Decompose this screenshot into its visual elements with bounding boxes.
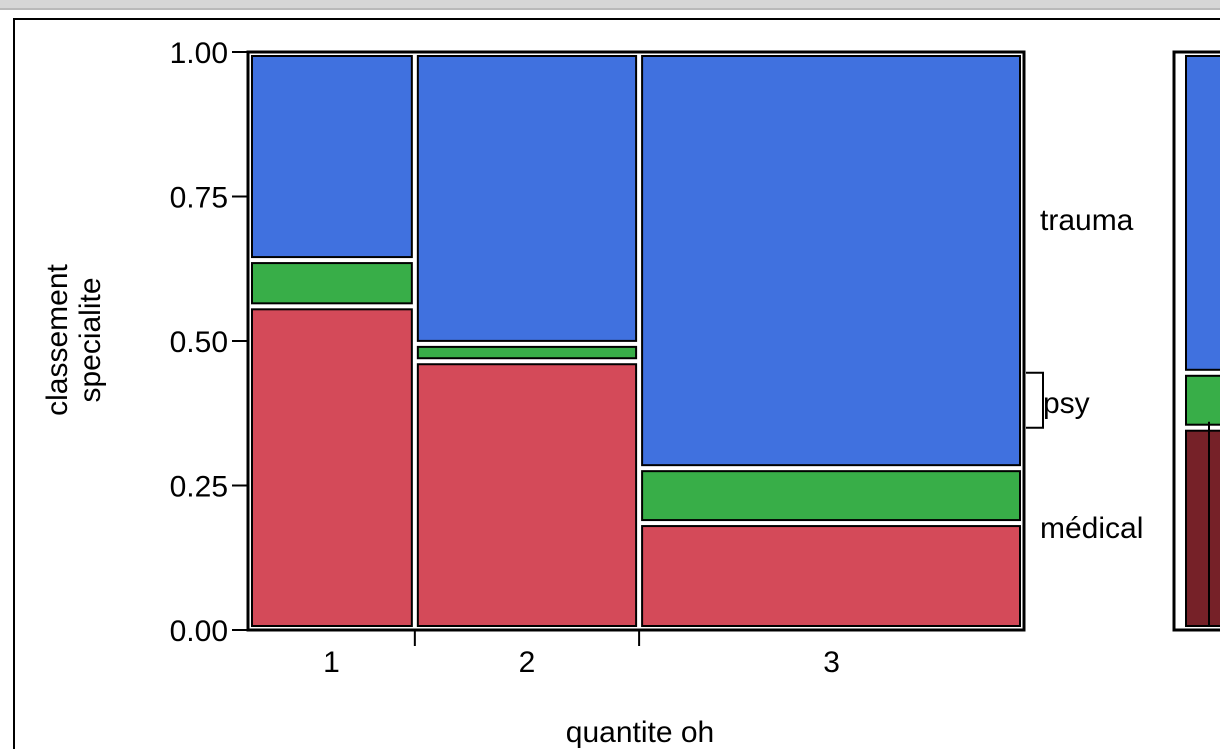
y-axis-label-line-1: classement — [41, 263, 74, 415]
mosaic-cells — [246, 50, 1026, 632]
y-tick-label-2: 0.50 — [170, 326, 228, 359]
marginal-cell-psy — [1185, 374, 1220, 426]
marginal-bar — [1172, 50, 1220, 632]
y-tick-label-1: 0.25 — [170, 471, 228, 504]
y-axis-label-line-2: specialite — [74, 277, 107, 402]
cell-medical-2 — [416, 363, 638, 627]
side-label-trauma: trauma — [1040, 204, 1134, 237]
y-axis: 0.00 0.25 0.50 0.75 1.00 — [170, 37, 248, 648]
x-axis: 1 2 3 — [323, 630, 840, 679]
marginal-cell-medical — [1185, 429, 1220, 628]
psy-bracket — [1026, 371, 1044, 429]
cell-trauma-2 — [416, 55, 638, 342]
cell-medical-3 — [641, 525, 1021, 628]
x-tick-label-2: 2 — [519, 646, 536, 679]
window-top-bar — [0, 0, 1220, 10]
psy-bracket-line — [1026, 371, 1044, 429]
cell-psy-3 — [641, 470, 1021, 522]
cell-trauma-3 — [641, 55, 1021, 467]
x-tick-label-1: 1 — [323, 646, 340, 679]
y-tick-label-4: 1.00 — [170, 37, 228, 70]
report-frame — [13, 18, 1220, 749]
marginal-cell-trauma — [1185, 55, 1220, 371]
side-label-medical: médical — [1040, 512, 1143, 545]
legend-side-labels: trauma psy médical — [1040, 204, 1143, 545]
side-label-psy: psy — [1043, 387, 1090, 420]
cell-psy-1 — [251, 262, 413, 305]
y-tick-label-0: 0.00 — [170, 615, 228, 648]
cell-psy-2 — [416, 345, 638, 360]
x-tick-label-3: 3 — [823, 646, 840, 679]
cell-trauma-1 — [251, 55, 413, 259]
y-tick-label-3: 0.75 — [170, 182, 228, 215]
x-axis-label: quantite oh — [566, 716, 714, 749]
cell-medical-1 — [251, 308, 413, 627]
